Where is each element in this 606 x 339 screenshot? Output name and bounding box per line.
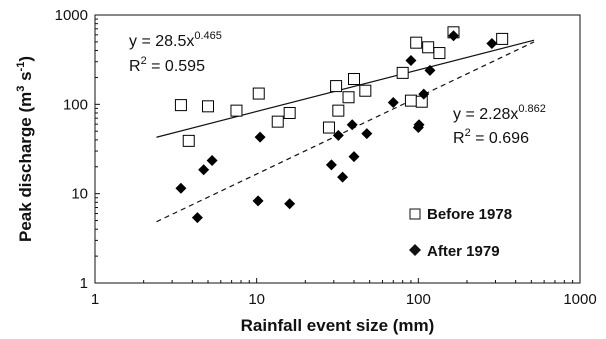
point-after-1979 (191, 212, 203, 224)
point-after-1979 (198, 164, 210, 176)
x-tick-label: 100 (406, 291, 431, 308)
point-before-1978 (271, 115, 284, 128)
point-before-1978 (330, 80, 343, 93)
point-before-1978 (415, 95, 428, 108)
point-after-1979 (486, 37, 498, 49)
fit-r2-after: R2 = 0.696 (453, 127, 529, 147)
point-after-1979 (418, 88, 430, 100)
point-after-1979 (337, 171, 349, 183)
point-after-1979 (348, 151, 360, 163)
point-after-1979 (405, 54, 417, 66)
fit-exponent-before: 0.465 (194, 30, 222, 42)
point-before-1978 (410, 36, 423, 49)
legend-marker-before (409, 208, 421, 220)
point-before-1978 (283, 106, 296, 119)
point-before-1978 (342, 91, 355, 104)
x-axis: 1 10 100 1000 (91, 278, 597, 308)
point-before-1978 (433, 47, 446, 60)
point-after-1979 (387, 96, 399, 108)
plot-area (94, 14, 581, 284)
point-after-1979 (413, 119, 425, 131)
y-axis: 1 10 100 1000 (55, 7, 100, 292)
point-after-1979 (175, 182, 187, 194)
fit-r2-before: R2 = 0.595 (129, 55, 205, 75)
fit-equation-before: y = 28.5x0.465 (129, 30, 222, 50)
point-before-1978 (182, 134, 195, 147)
point-after-1979 (254, 131, 266, 143)
y-tick-label: 100 (63, 96, 88, 113)
point-before-1978 (347, 73, 360, 86)
point-before-1978 (252, 87, 265, 100)
point-after-1979 (424, 64, 436, 76)
point-before-1978 (404, 94, 417, 107)
point-before-1978 (230, 104, 243, 117)
fit-equation-after: y = 2.28x0.862 (453, 103, 546, 123)
data-points (174, 26, 509, 224)
point-before-1978 (496, 32, 509, 45)
point-before-1978 (322, 121, 335, 134)
point-after-1979 (447, 30, 459, 42)
y-tick-label: 10 (71, 186, 88, 203)
x-tick-label: 1000 (563, 291, 596, 308)
fit-lines (156, 39, 535, 223)
point-after-1979 (361, 128, 373, 140)
point-before-1978 (202, 100, 215, 113)
legend-marker-after (409, 244, 421, 256)
legend: Before 1978 After 1979 (409, 206, 512, 260)
fit-exponent-after: 0.862 (518, 103, 546, 115)
point-after-1979 (284, 198, 296, 210)
point-before-1978 (359, 84, 372, 97)
point-after-1979 (325, 159, 337, 171)
fit-line-after (156, 41, 535, 223)
x-axis-title: Rainfall event size (mm) (241, 316, 435, 335)
point-before-1978 (332, 104, 345, 117)
fit-line-before (156, 39, 535, 138)
point-after-1979 (206, 155, 218, 167)
point-before-1978 (422, 41, 435, 54)
x-tick-label: 10 (248, 291, 265, 308)
x-tick-label: 1 (91, 291, 99, 308)
y-tick-label: 1000 (55, 7, 88, 24)
point-after-1979 (332, 129, 344, 141)
point-before-1978 (174, 99, 187, 112)
legend-label-after: After 1979 (427, 243, 500, 260)
y-axis-title: Peak discharge (m3 s-1) (15, 56, 35, 242)
point-after-1979 (346, 119, 358, 131)
legend-label-before: Before 1978 (427, 206, 512, 223)
point-before-1978 (396, 66, 409, 79)
point-after-1979 (252, 195, 264, 207)
y-tick-label: 1 (80, 275, 88, 292)
